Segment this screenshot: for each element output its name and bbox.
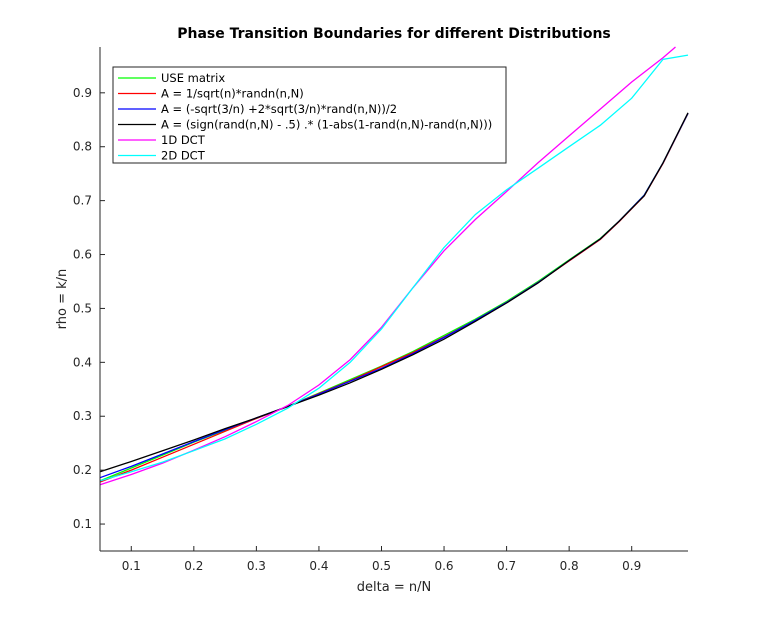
y-tick-label: 0.8 [73,140,92,154]
x-axis-label: delta = n/N [357,580,431,595]
y-tick-label: 0.1 [73,517,92,531]
legend-label: 1D DCT [161,133,206,147]
y-tick-label: 0.2 [73,463,92,477]
x-tick-label: 0.2 [184,559,203,573]
y-tick-label: 0.7 [73,194,92,208]
y-tick-label: 0.4 [73,355,92,369]
y-tick-label: 0.9 [73,86,92,100]
x-tick-label: 0.6 [434,559,453,573]
legend-box [112,66,507,164]
x-tick-label: 0.3 [247,559,266,573]
legend: USE matrix A = 1/sqrt(n)*randn(n,N)A = (-… [112,66,507,164]
x-tick-label: 0.8 [560,559,579,573]
legend-label: A = (-sqrt(3/n) +2*sqrt(3/n)*rand(n,N))/… [161,102,397,116]
y-tick-label: 0.5 [73,301,92,315]
series-group [99,46,689,486]
y-tick-label: 0.3 [73,409,92,423]
legend-label: 2D DCT [161,149,206,163]
x-tick-label: 0.5 [372,559,391,573]
x-tick-label: 0.7 [497,559,516,573]
x-tick-label: 0.4 [309,559,328,573]
legend-label: A = 1/sqrt(n)*randn(n,N) [161,87,304,101]
x-tick-label: 0.1 [122,559,141,573]
legend-label: USE matrix [161,71,225,85]
legend-label: A = (sign(rand(n,N) - .5) .* (1-abs(1-ra… [161,118,492,132]
series-6-line [99,54,689,482]
chart-title: Phase Transition Boundaries for differen… [177,26,611,42]
y-axis-label: rho = k/n [55,269,70,330]
axes-group: 0.1 0.2 0.3 0.4 0.5 0.6 0.7 0.8 0.9 0.1 0.2 0.3 0.4 0… [73,47,688,573]
y-tick-label: 0.6 [73,248,92,262]
series-4-line [99,112,689,473]
x-tick-label: 0.9 [622,559,641,573]
